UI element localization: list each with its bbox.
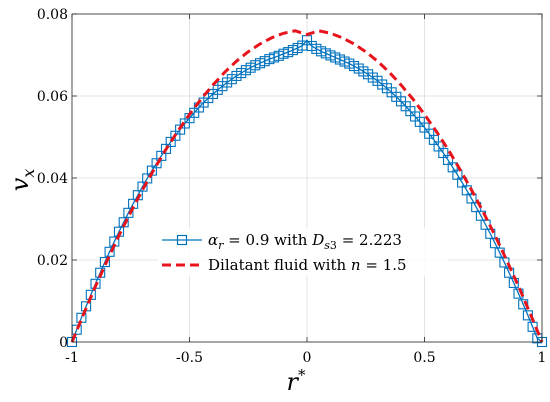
legend-marker-series-1 [176,234,188,246]
x-tick-labels: -1 -0.5 0 0.5 1 [65,350,546,366]
x-tick-label: 0.5 [413,350,435,366]
legend-series-1-value: = 2.223 [337,231,402,249]
series-1-point [99,256,110,268]
x-axis-label-superscript: * [298,366,306,384]
y-tick-label: 0.02 [37,253,68,269]
legend-series-1-alpha-sub: r [218,239,224,252]
legend-series-2-prefix: Dilatant fluid with [208,256,351,274]
series-1-point [104,246,115,257]
legend: αr = 0.9 with Ds3 = 2.223 Dilatant fluid… [158,228,448,276]
y-tick-label: 0.06 [37,89,68,105]
legend-label-series-1: αr = 0.9 with Ds3 = 2.223 [208,231,402,252]
x-tick-label: 1 [538,350,547,366]
legend-series-1-alpha: α [208,231,218,249]
x-tick-label: 0 [303,350,312,366]
y-tick-label: 0.04 [37,171,68,187]
series-2 [70,29,544,343]
x-axis-label: r* [287,366,306,396]
y-axis-label: vx [6,169,38,192]
y-tick-labels: 0 0.02 0.04 0.06 0.08 [37,7,68,351]
legend-series-2-value: = 1.5 [361,256,407,274]
legend-series-1-equals: = 0.9 with [223,231,312,249]
legend-series-1-d-sub: s3 [324,239,337,252]
series-layer [66,29,548,348]
legend-background [158,228,448,276]
y-tick-label: 0 [59,335,68,351]
legend-series-2-n: n [351,256,361,274]
x-axis-label-symbol: r [287,368,300,396]
x-tick-label: -0.5 [176,350,203,366]
x-tick-label: -1 [65,350,79,366]
axis-ticks [71,13,543,343]
y-axis-label-text: vx [6,169,38,192]
legend-series-1-d: D [311,231,324,249]
series-2-line [70,29,544,343]
y-axis-label-subscript: x [19,169,38,178]
legend-series-1-d-sub-s: s [324,239,330,252]
y-axis-label-symbol: v [6,177,34,191]
legend-label-series-2: Dilatant fluid with n = 1.5 [208,256,407,274]
y-tick-label: 0.08 [37,7,68,23]
